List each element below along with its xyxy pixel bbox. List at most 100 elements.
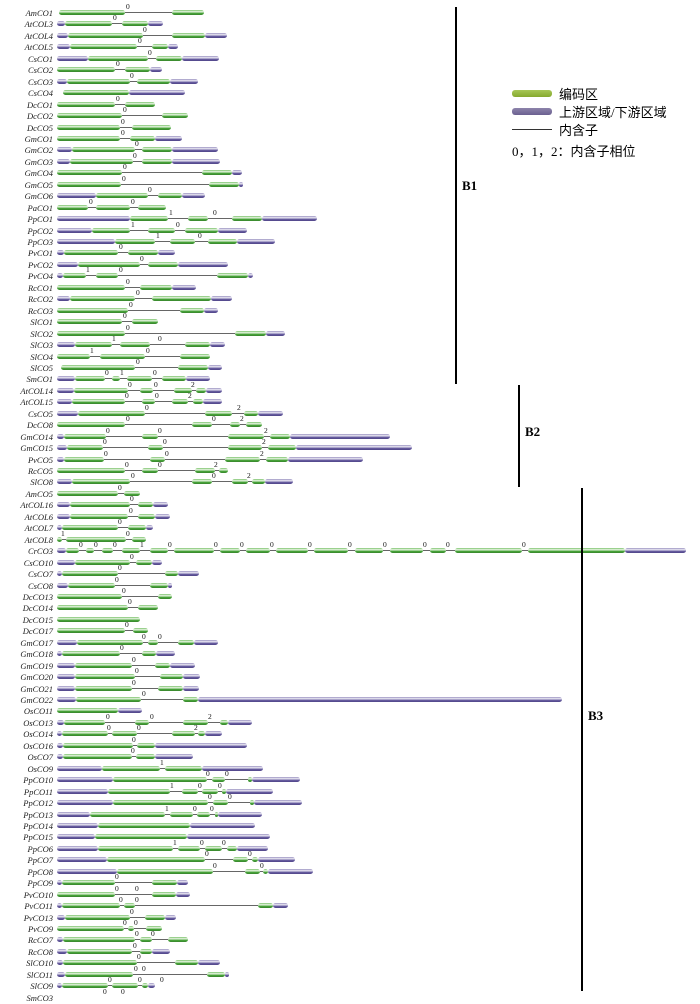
- intron-phase-label: 0: [103, 437, 107, 446]
- intron-line: [128, 390, 140, 391]
- intron-phase-label: 0: [158, 334, 162, 343]
- gene-label: PpCO13: [23, 810, 53, 820]
- intron-line: [205, 859, 233, 860]
- coding-region-segment: [70, 44, 137, 49]
- flank-region-segment: [57, 514, 70, 519]
- coding-region-segment: [132, 537, 146, 542]
- coding-region-segment: [174, 388, 192, 393]
- flank-region-segment: [57, 583, 68, 588]
- coding-region-segment: [205, 846, 222, 851]
- intron-phase-label: 0: [198, 231, 202, 240]
- coding-region-segment: [57, 170, 122, 175]
- coding-region-segment: [64, 720, 105, 725]
- gene-label: PpCO12: [23, 798, 53, 808]
- intron-phase-label: 0: [200, 838, 204, 847]
- coding-region-segment: [57, 594, 122, 599]
- coding-region-segment: [235, 331, 266, 336]
- intron-line: [90, 356, 100, 357]
- intron-line: [118, 493, 124, 494]
- coding-region-segment: [455, 548, 522, 553]
- coding-region-segment: [68, 33, 143, 38]
- coding-region-segment: [170, 812, 193, 817]
- coding-region-segment: [183, 720, 208, 725]
- intron-line: [383, 550, 390, 551]
- intron-phase-label: 0: [121, 987, 125, 996]
- intron-phase-label: 0: [153, 368, 157, 377]
- coding-region-segment: [124, 491, 140, 496]
- flank-region-segment: [170, 79, 198, 84]
- coding-region-segment: [138, 514, 155, 519]
- gene-label: CsCO4: [27, 88, 53, 98]
- coding-region-segment: [252, 479, 265, 484]
- coding-region-segment: [63, 273, 86, 278]
- intron-line: [106, 436, 142, 437]
- intron-line: [210, 814, 215, 815]
- intron-phase-label: 0: [123, 105, 127, 114]
- coding-region-segment: [225, 457, 260, 462]
- coding-region-segment: [137, 79, 170, 84]
- legend-item-intron: 内含子: [512, 120, 667, 138]
- intron-line: [140, 550, 150, 551]
- coding-region-segment: [64, 434, 106, 439]
- intron-phase-label: 0: [210, 804, 214, 813]
- intron-line: [153, 390, 174, 391]
- gene-label: PvCO11: [24, 901, 53, 911]
- intron-phase-label: 0: [118, 517, 122, 526]
- coding-region-segment: [178, 846, 200, 851]
- coding-region-segment: [90, 812, 165, 817]
- intron-phase-label: 0: [131, 197, 135, 206]
- intron-line: [141, 699, 183, 700]
- intron-line: [121, 184, 209, 185]
- intron-line: [88, 207, 96, 208]
- intron-line: [135, 939, 140, 940]
- intron-line: [115, 69, 125, 70]
- coding-region-segment: [62, 880, 115, 885]
- coding-region-segment: [205, 411, 232, 416]
- coding-region-segment: [168, 937, 188, 942]
- intron-line: [143, 642, 148, 643]
- intron-phase-label: 0: [115, 884, 119, 893]
- flank-region-segment: [208, 365, 222, 370]
- intron-phase-label: 0: [151, 929, 155, 938]
- flank-region-segment: [237, 239, 275, 244]
- coding-region-segment: [245, 869, 260, 874]
- flank-region-segment: [183, 674, 200, 679]
- coding-region-segment: [70, 514, 128, 519]
- coding-region-segment: [57, 605, 128, 610]
- coding-region-segment: [148, 262, 178, 267]
- coding-region-segment: [57, 892, 115, 897]
- coding-region-segment: [193, 399, 203, 404]
- intron-phase-label: 2: [194, 723, 198, 732]
- flank-region-segment: [156, 651, 175, 656]
- coding-region-segment: [138, 605, 158, 610]
- coding-region-segment: [180, 308, 204, 313]
- intron-line: [158, 642, 178, 643]
- gene-label: PpCO7: [27, 855, 54, 865]
- intron-phase-label: 0: [105, 368, 109, 377]
- coding-region-segment: [125, 67, 150, 72]
- coding-region-segment: [165, 571, 178, 576]
- intron-line: [208, 722, 220, 723]
- coding-region-segment: [266, 457, 288, 462]
- flank-region-segment: [206, 388, 222, 393]
- intron-line: [115, 882, 152, 883]
- coding-region-segment: [246, 422, 262, 427]
- coding-region-segment: [192, 422, 212, 427]
- coding-region-segment: [246, 548, 270, 553]
- coding-region-segment: [140, 937, 152, 942]
- coding-region-segment: [135, 720, 149, 725]
- flank-region-segment: [57, 239, 115, 244]
- gene-label: AtCOL4: [24, 31, 53, 41]
- gene-label: CsCO5: [27, 409, 53, 419]
- intron-line: [122, 172, 202, 173]
- intron-line: [195, 241, 208, 242]
- intron-phase-label: 2: [262, 437, 266, 446]
- flank-region-segment: [182, 193, 205, 198]
- gene-label: AtCOL5: [24, 42, 53, 52]
- intron-line: [130, 207, 138, 208]
- intron-line: [222, 848, 227, 849]
- coding-region-segment: [130, 136, 155, 141]
- intron-phase-label: 0: [135, 895, 139, 904]
- intron-phase-label: 0: [135, 929, 139, 938]
- coding-region-segment: [127, 376, 152, 381]
